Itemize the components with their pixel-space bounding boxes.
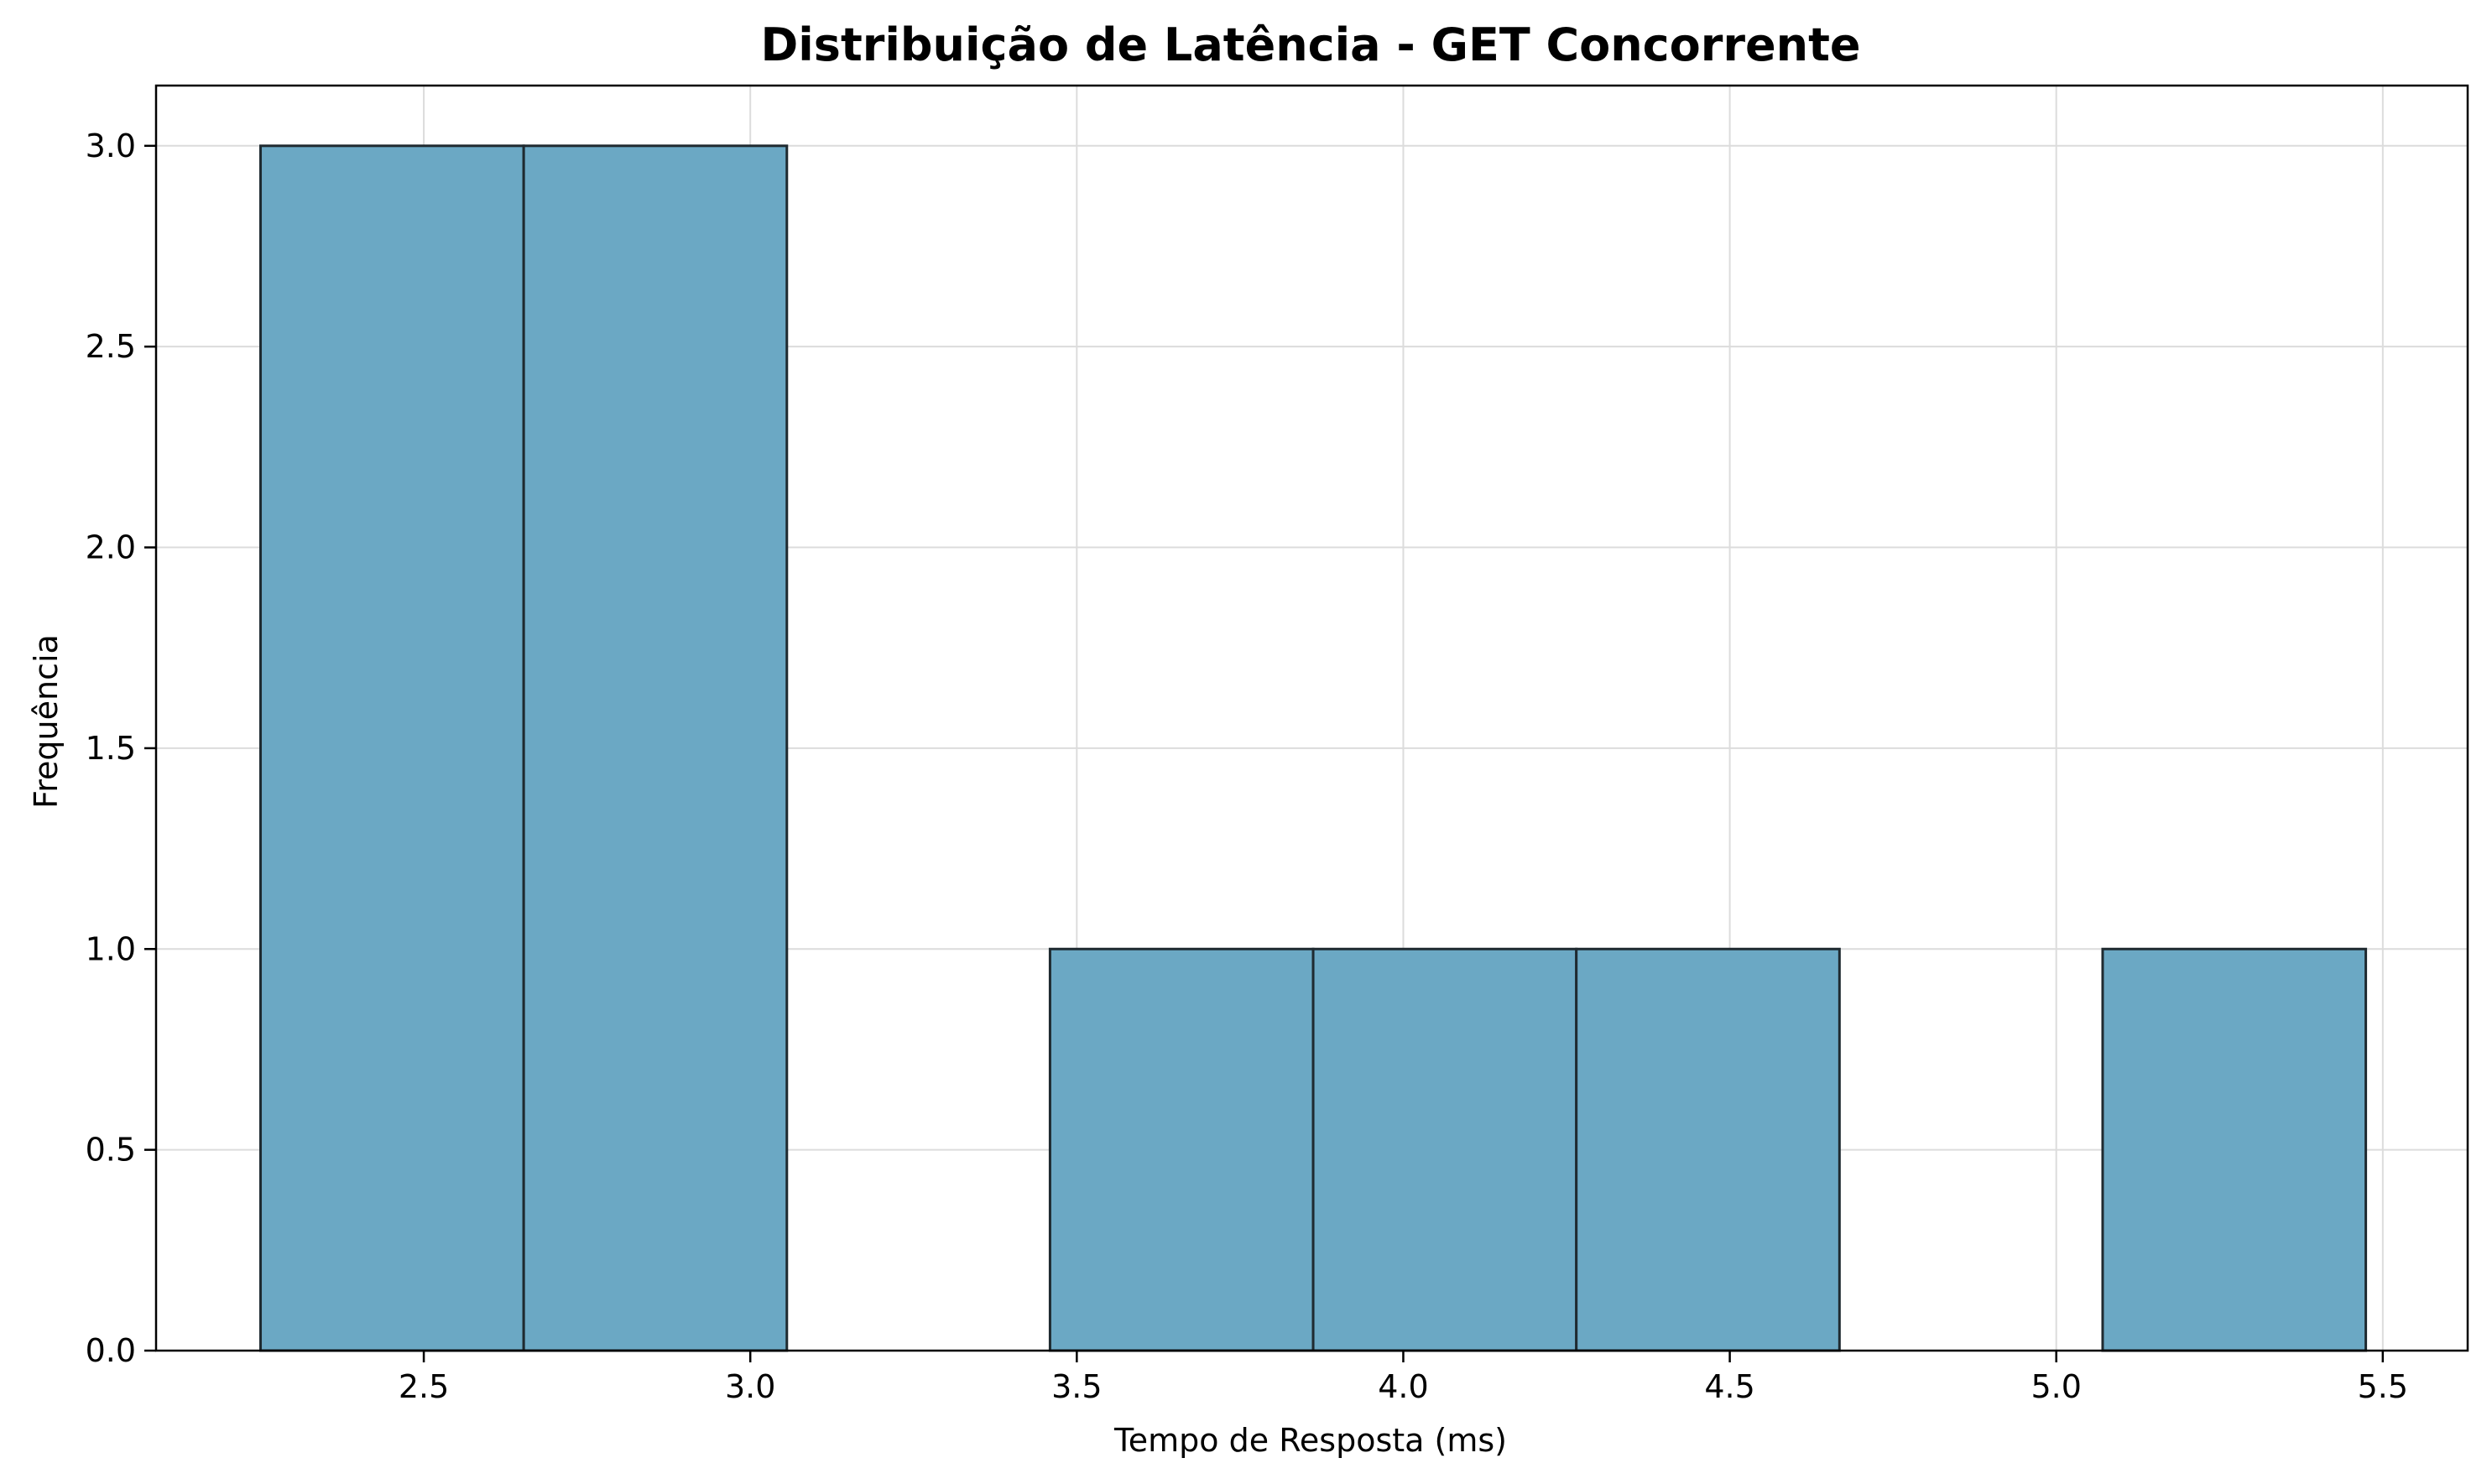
x-tick-label: 3.0 xyxy=(725,1368,775,1405)
histogram-bar xyxy=(522,144,789,1352)
x-axis-ticks: 2.5 3.0 3.5 4.0 4.5 5.0 5.5 xyxy=(399,1351,2408,1405)
histogram-bar xyxy=(259,144,525,1352)
y-tick-label: 0.0 xyxy=(86,1332,136,1369)
y-axis-ticks: 0.0 0.5 1.0 1.5 2.0 2.5 3.0 xyxy=(86,128,156,1369)
y-tick-label: 1.5 xyxy=(86,730,136,767)
x-tick-label: 5.5 xyxy=(2358,1368,2408,1405)
y-tick-label: 3.0 xyxy=(86,128,136,164)
histogram-bar xyxy=(1575,947,1841,1352)
histogram-bars xyxy=(259,144,2368,1352)
plot-area-frame xyxy=(154,84,2469,1352)
y-tick-label: 1.0 xyxy=(86,930,136,967)
y-axis-label: Frequência xyxy=(28,634,65,809)
histogram-bar xyxy=(1048,947,1315,1352)
x-axis-label: Tempo de Resposta (ms) xyxy=(1113,1422,1507,1459)
y-tick-label: 2.0 xyxy=(86,529,136,566)
chart-title: Distribuição de Latência - GET Concorren… xyxy=(760,18,1860,71)
x-tick-label: 2.5 xyxy=(399,1368,449,1405)
x-tick-label: 4.5 xyxy=(1704,1368,1754,1405)
x-tick-label: 5.0 xyxy=(2031,1368,2081,1405)
histogram-bar xyxy=(1311,947,1578,1352)
x-tick-label: 4.0 xyxy=(1378,1368,1428,1405)
y-tick-label: 0.5 xyxy=(86,1132,136,1169)
y-tick-label: 2.5 xyxy=(86,328,136,365)
histogram-bar xyxy=(2101,947,2368,1352)
x-tick-label: 3.5 xyxy=(1051,1368,1102,1405)
